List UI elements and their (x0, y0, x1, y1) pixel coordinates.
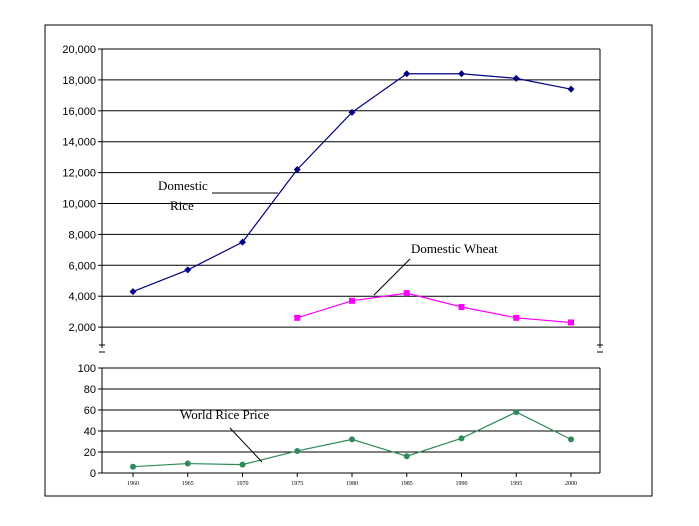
annotation-domestic-wheat-label: Domestic Wheat (411, 241, 498, 256)
data-point (568, 319, 574, 326)
upper-ytick-label: 20,000 (62, 44, 96, 56)
upper-ytick-label: 16,000 (62, 106, 96, 118)
upper-y-axis-ticks: 2,000 4,000 6,000 8,000 10,000 12,000 14,000 16… (62, 44, 102, 334)
data-point (293, 166, 301, 174)
upper-ytick-label: 6,000 (68, 260, 96, 272)
lower-ytick-label: 100 (78, 363, 96, 375)
data-point (239, 461, 246, 468)
data-point (239, 238, 246, 246)
axis-break-marks (99, 344, 603, 353)
annotation-domestic-wheat: Domestic Wheat (373, 241, 498, 296)
upper-ytick-label: 10,000 (62, 199, 96, 211)
xtick-label: 2000 (565, 481, 577, 487)
lower-ytick-label: 20 (84, 447, 96, 459)
series-layer (129, 70, 575, 470)
data-point (184, 460, 191, 467)
lower-ytick-label: 40 (84, 426, 96, 438)
data-point (129, 288, 137, 296)
upper-ytick-label: 14,000 (62, 137, 96, 149)
data-point (458, 304, 465, 311)
series-domestic-wheat (294, 290, 574, 326)
annotation-domestic-rice-line1: Domestic (158, 178, 208, 193)
data-point (348, 108, 356, 116)
xtick-label: 1960 (127, 481, 139, 487)
data-point (294, 447, 301, 454)
xtick-label: 1985 (401, 481, 413, 487)
data-point (403, 70, 411, 78)
upper-gridlines (101, 48, 601, 348)
upper-ytick-label: 2,000 (68, 322, 96, 334)
xtick-label: 1995 (510, 481, 522, 487)
lower-y-axis-ticks: 0 20 40 60 80 100 (78, 363, 102, 480)
annotation-domestic-wheat-leader (373, 258, 411, 296)
xtick-label: 1965 (182, 481, 194, 487)
data-point (184, 266, 192, 274)
data-point (349, 297, 355, 304)
data-point (513, 409, 520, 416)
annotation-world-rice-price: World Rice Price (180, 407, 269, 463)
chart-frame (44, 24, 653, 497)
lower-gridlines (101, 367, 601, 474)
xtick-label: 1980 (346, 481, 358, 487)
annotation-domestic-rice-line2: Rice (170, 198, 194, 213)
data-point (130, 463, 136, 470)
data-point (458, 435, 465, 442)
upper-ytick-label: 4,000 (68, 291, 96, 303)
data-point (294, 314, 301, 321)
data-point (568, 436, 574, 443)
lower-ytick-label: 0 (90, 468, 96, 480)
data-point (513, 314, 520, 321)
x-axis-ticks: 1960 1965 1970 1975 1980 1985 1990 1995 2000 (127, 473, 577, 487)
data-point (567, 85, 575, 93)
data-point (403, 453, 410, 460)
data-point (403, 290, 410, 297)
series-line-domestic-wheat (297, 292, 572, 324)
annotation-world-rice-price-leader (229, 427, 263, 463)
series-world-rice-price (130, 409, 574, 470)
annotation-world-rice-price-label: World Rice Price (180, 407, 269, 422)
data-point (458, 70, 465, 78)
xtick-label: 1975 (291, 481, 303, 487)
upper-ytick-label: 18,000 (62, 75, 96, 87)
series-domestic-rice (129, 70, 575, 296)
data-point (349, 436, 355, 443)
annotation-domestic-rice: Domestic Rice (158, 178, 278, 213)
data-point (512, 74, 520, 82)
upper-ytick-label: 8,000 (68, 229, 96, 241)
upper-ytick-label: 12,000 (62, 168, 96, 180)
lower-ytick-label: 60 (84, 405, 96, 417)
xtick-label: 1970 (237, 481, 249, 487)
lower-ytick-label: 80 (84, 384, 96, 396)
xtick-label: 1990 (456, 481, 468, 487)
